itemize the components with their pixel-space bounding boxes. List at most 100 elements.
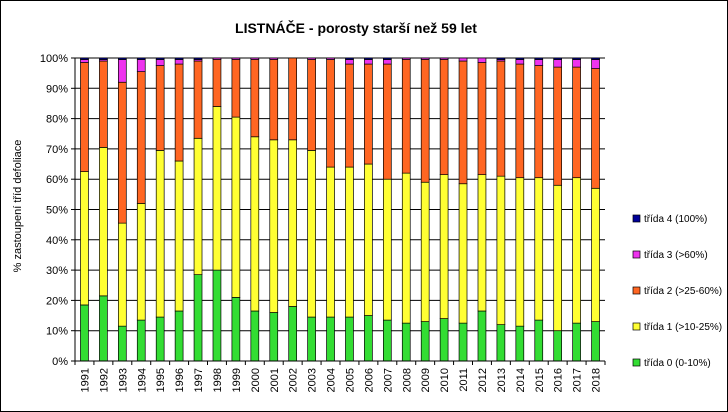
bar-segment bbox=[364, 163, 373, 316]
x-tick-label: 2014 bbox=[515, 368, 527, 392]
y-tick-label: 100% bbox=[40, 53, 68, 65]
x-tick-label: 1996 bbox=[174, 368, 186, 392]
bar-segment bbox=[117, 57, 127, 60]
bar-segment bbox=[496, 60, 506, 177]
bar-segment bbox=[136, 203, 146, 321]
x-tick-label: 1992 bbox=[98, 368, 110, 392]
x-tick-label: 2011 bbox=[458, 368, 470, 392]
x-tick-label: 2002 bbox=[288, 368, 300, 392]
y-tick-label: 20% bbox=[46, 295, 68, 307]
y-axis-label: % zastoupení tříd defoliace bbox=[12, 140, 24, 273]
bar-segment bbox=[117, 325, 127, 362]
legend-entry: třída 0 (0-10%) bbox=[644, 358, 711, 369]
bar-segment bbox=[477, 62, 487, 176]
bar-segment bbox=[496, 175, 506, 325]
y-tick-label: 40% bbox=[46, 235, 68, 247]
bar-segment bbox=[117, 59, 127, 83]
bar-segment bbox=[212, 59, 222, 107]
bar-segment bbox=[80, 304, 89, 362]
bar-segment bbox=[307, 57, 316, 60]
bar-segment bbox=[534, 65, 544, 179]
legend-swatch bbox=[632, 214, 641, 223]
bar-segment bbox=[212, 57, 222, 60]
bar-segment bbox=[136, 319, 146, 362]
y-tick-label: 50% bbox=[46, 205, 68, 217]
bar-segment bbox=[231, 297, 241, 362]
x-tick-label: 2001 bbox=[269, 368, 281, 392]
bar-segment bbox=[496, 324, 506, 362]
bar-segment bbox=[155, 150, 165, 318]
bar-segment bbox=[269, 139, 279, 313]
bar-segment bbox=[591, 68, 600, 189]
x-tick-label: 2005 bbox=[344, 368, 356, 392]
bar-segment bbox=[477, 57, 487, 63]
bar-segment bbox=[155, 59, 165, 66]
bar-segment bbox=[174, 57, 184, 60]
x-tick-label: 2010 bbox=[439, 368, 451, 392]
legend-swatch bbox=[632, 322, 641, 331]
legend-swatch bbox=[632, 286, 641, 295]
bar-segment bbox=[250, 57, 260, 60]
bar-segment bbox=[269, 312, 279, 362]
bar-segment bbox=[174, 160, 184, 312]
legend-entry: třída 2 (>25-60%) bbox=[644, 286, 722, 297]
x-tick-label: 2007 bbox=[382, 368, 394, 392]
bar-segment bbox=[458, 60, 468, 185]
bar-segment bbox=[534, 177, 544, 321]
bar-segment bbox=[553, 184, 563, 332]
bar-segment bbox=[382, 319, 392, 362]
bar-segment bbox=[591, 59, 600, 69]
legend-entry: třída 4 (100%) bbox=[644, 214, 707, 225]
bar-segment bbox=[401, 322, 411, 362]
bar-segment bbox=[572, 66, 581, 179]
bar-segment bbox=[345, 63, 354, 168]
bar-segment bbox=[307, 59, 316, 151]
bar-segment bbox=[80, 171, 89, 306]
x-tick-label: 2012 bbox=[477, 368, 489, 392]
bar-segment bbox=[288, 57, 298, 141]
bar-segment bbox=[345, 59, 354, 65]
bar-segment bbox=[553, 57, 563, 60]
legend-entry: třída 3 (>60%) bbox=[644, 250, 708, 261]
bar-segment bbox=[515, 177, 525, 327]
bar-segment bbox=[250, 136, 260, 312]
x-tick-label: 2003 bbox=[307, 368, 319, 392]
bar-segment bbox=[326, 59, 335, 168]
bar-segment bbox=[231, 57, 241, 60]
bar-segment bbox=[382, 63, 392, 180]
y-tick-label: 70% bbox=[46, 144, 68, 156]
bar-segment bbox=[382, 59, 392, 65]
bar-segment bbox=[345, 316, 354, 362]
x-tick-label: 2017 bbox=[572, 368, 584, 392]
bar-segment bbox=[174, 63, 184, 162]
bar-segment bbox=[458, 322, 468, 362]
bar-segment bbox=[99, 295, 108, 362]
bar-segment bbox=[269, 57, 279, 60]
bar-segment bbox=[591, 187, 600, 322]
bar-segment bbox=[288, 306, 298, 362]
x-tick-label: 2016 bbox=[553, 368, 565, 392]
bar-segment bbox=[80, 62, 89, 172]
y-tick-label: 30% bbox=[46, 265, 68, 277]
x-tick-label: 2008 bbox=[401, 368, 413, 392]
bar-segment bbox=[420, 59, 430, 183]
bar-segment bbox=[288, 139, 298, 307]
bar-segment bbox=[250, 59, 260, 138]
bar-segment bbox=[515, 57, 525, 60]
x-tick-label: 2018 bbox=[591, 368, 603, 392]
bar-segment bbox=[477, 310, 487, 362]
x-tick-label: 2013 bbox=[496, 368, 508, 392]
bar-segment bbox=[231, 59, 241, 118]
x-tick-label: 1995 bbox=[155, 368, 167, 392]
x-tick-label: 2004 bbox=[326, 368, 338, 392]
y-tick-label: 80% bbox=[46, 114, 68, 126]
bar-segment bbox=[269, 59, 279, 141]
bar-segment bbox=[326, 57, 335, 60]
y-tick-label: 90% bbox=[46, 83, 68, 95]
bar-segment bbox=[212, 269, 222, 362]
bar-segment bbox=[345, 166, 354, 318]
bar-segment bbox=[477, 174, 487, 312]
bar-segment bbox=[439, 174, 449, 319]
bar-segment bbox=[458, 57, 468, 62]
